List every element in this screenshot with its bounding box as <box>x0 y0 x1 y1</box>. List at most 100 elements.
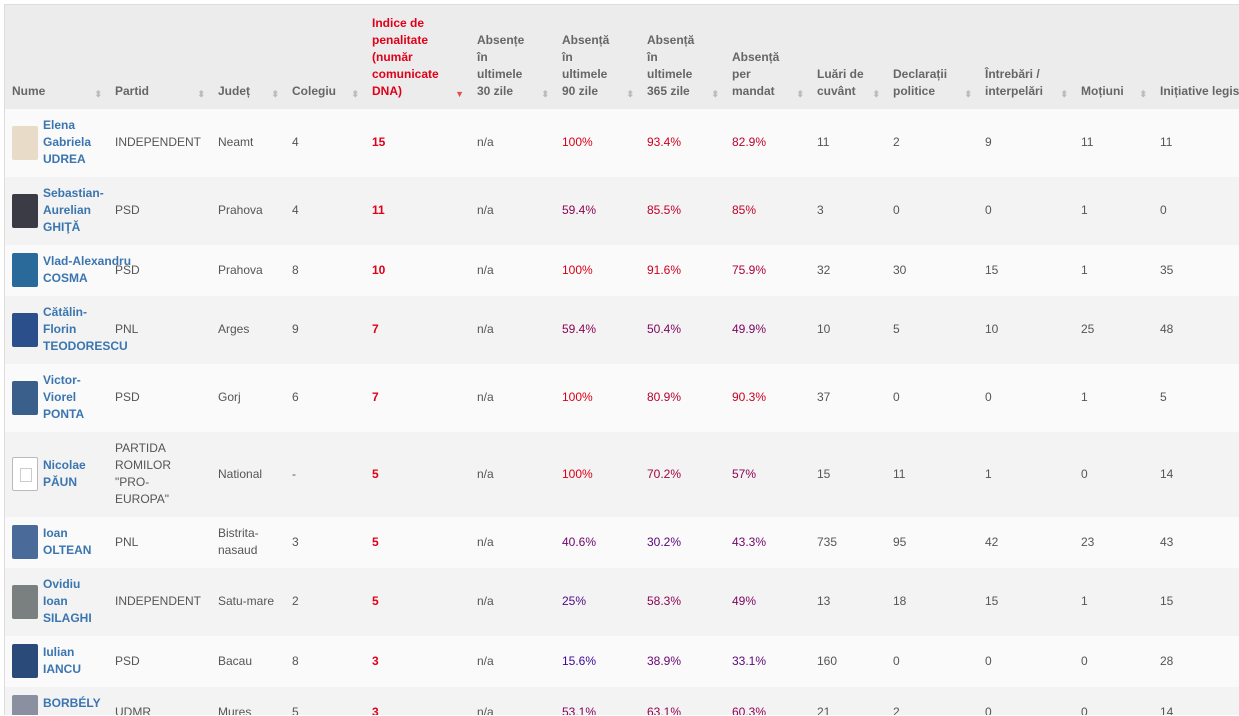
cell-speeches: 160 <box>810 636 886 687</box>
column-header-0[interactable]: Nume ⬍ <box>5 5 108 109</box>
sort-icon[interactable]: ⬍ <box>626 89 634 99</box>
column-header-12[interactable]: Moțiuni ⬍ <box>1074 5 1153 109</box>
name-part: Sebastian- <box>43 186 104 200</box>
cell-questions: 9 <box>978 109 1074 177</box>
cell-abs90: 100% <box>555 364 640 432</box>
cell-name: BORBÉLY László <box>5 687 108 715</box>
name-part: Cătălin- <box>43 305 88 319</box>
cell-abs90: 100% <box>555 245 640 296</box>
column-header-label: Luări de cuvânt <box>817 67 864 98</box>
deputy-name-link[interactable]: Ioan OLTEAN <box>43 525 91 559</box>
cell-abs365: 91.6% <box>640 245 725 296</box>
column-header-10[interactable]: Declarații politice ⬍ <box>886 5 978 109</box>
name-part: Ovidiu <box>43 577 81 591</box>
column-header-1[interactable]: Partid ⬍ <box>108 5 211 109</box>
column-header-4[interactable]: Indice de penalitate (număr comunicate D… <box>365 5 470 109</box>
cell-abs30: n/a <box>470 245 555 296</box>
cell-abs365: 80.9% <box>640 364 725 432</box>
cell-absm: 60.3% <box>725 687 810 715</box>
cell-abs30: n/a <box>470 568 555 636</box>
sort-icon[interactable]: ⬍ <box>541 89 549 99</box>
sort-icon[interactable]: ⬍ <box>1060 89 1068 99</box>
column-header-13[interactable]: Inițiative legislative⬍ <box>1153 5 1239 109</box>
column-header-3[interactable]: Colegiu ⬍ <box>285 5 365 109</box>
deputy-name-link[interactable]: Victor- Viorel PONTA <box>43 372 84 423</box>
cell-motions: 0 <box>1074 432 1153 517</box>
sort-icon[interactable]: ⬍ <box>94 89 102 99</box>
cell-county: Neamt <box>211 109 285 177</box>
column-header-11[interactable]: Întrebări / interpelări ⬍ <box>978 5 1074 109</box>
deputy-name-link[interactable]: Elena Gabriela UDREA <box>43 117 91 168</box>
name-part: SILAGHI <box>43 611 92 625</box>
cell-speeches: 3 <box>810 177 886 245</box>
cell-motions: 1 <box>1074 177 1153 245</box>
sort-icon[interactable]: ⬍ <box>197 89 205 99</box>
cell-college: 6 <box>285 364 365 432</box>
column-header-8[interactable]: Absență per mandat ⬍ <box>725 5 810 109</box>
cell-index: 5 <box>365 432 470 517</box>
cell-motions: 1 <box>1074 245 1153 296</box>
cell-abs90: 53.1% <box>555 687 640 715</box>
column-header-7[interactable]: Absență în ultimele 365 zile ⬍ <box>640 5 725 109</box>
deputy-name-link[interactable]: Iulian IANCU <box>43 644 81 678</box>
cell-county: Bistrita-nasaud <box>211 517 285 568</box>
cell-decl: 0 <box>886 177 978 245</box>
cell-abs30: n/a <box>470 109 555 177</box>
cell-speeches: 13 <box>810 568 886 636</box>
sort-icon[interactable]: ⬍ <box>1139 89 1147 99</box>
avatar <box>12 193 38 228</box>
deputy-name-link[interactable]: BORBÉLY László <box>43 695 101 715</box>
column-header-label: Absență per mandat <box>732 50 780 98</box>
sort-icon[interactable]: ⬍ <box>351 89 359 99</box>
cell-speeches: 15 <box>810 432 886 517</box>
avatar <box>12 695 38 715</box>
cell-decl: 11 <box>886 432 978 517</box>
sort-icon[interactable]: ⬍ <box>796 89 804 99</box>
cell-speeches: 37 <box>810 364 886 432</box>
deputy-name-link[interactable]: Cătălin- Florin TEODORESCU <box>43 304 128 355</box>
cell-questions: 15 <box>978 245 1074 296</box>
cell-party: PNL <box>108 517 211 568</box>
deputy-name-link[interactable]: Sebastian- Aurelian GHIŢĂ <box>43 185 104 236</box>
column-header-6[interactable]: Absență în ultimele 90 zile ⬍ <box>555 5 640 109</box>
cell-decl: 18 <box>886 568 978 636</box>
name-part: Viorel <box>43 390 77 404</box>
column-header-label: Întrebări / interpelări <box>985 67 1044 98</box>
name-part: IANCU <box>43 662 81 676</box>
cell-party: PSD <box>108 245 211 296</box>
sort-icon[interactable]: ⬍ <box>711 89 719 99</box>
column-header-2[interactable]: Județ ⬍ <box>211 5 285 109</box>
deputy-name-link[interactable]: Nicolae PĂUN <box>43 457 86 491</box>
cell-questions: 0 <box>978 364 1074 432</box>
sort-icon[interactable]: ⬍ <box>271 89 279 99</box>
cell-party: PARTIDA ROMILOR "PRO-EUROPA" <box>108 432 211 517</box>
avatar <box>12 525 38 559</box>
name-part: Victor- <box>43 373 81 387</box>
sort-icon[interactable]: ⬍ <box>964 89 972 99</box>
cell-initiatives: 5 <box>1153 364 1239 432</box>
name-part: PĂUN <box>43 475 78 489</box>
cell-abs90: 59.4% <box>555 296 640 364</box>
cell-name: Ioan OLTEAN <box>5 517 108 568</box>
cell-initiatives: 11 <box>1153 109 1239 177</box>
cell-questions: 1 <box>978 432 1074 517</box>
name-part: Iulian <box>43 645 75 659</box>
cell-abs90: 40.6% <box>555 517 640 568</box>
name-part: TEODORESCU <box>43 339 128 353</box>
cell-speeches: 11 <box>810 109 886 177</box>
column-header-9[interactable]: Luări de cuvânt ⬍ <box>810 5 886 109</box>
column-header-5[interactable]: Absențe în ultimele 30 zile ⬍ <box>470 5 555 109</box>
cell-county: Satu-mare <box>211 568 285 636</box>
deputy-name-link[interactable]: Ovidiu Ioan SILAGHI <box>43 576 92 627</box>
cell-party: INDEPENDENT <box>108 109 211 177</box>
sort-icon[interactable]: ⬍ <box>872 89 880 99</box>
cell-absm: 57% <box>725 432 810 517</box>
cell-county: Mures <box>211 687 285 715</box>
cell-party: PNL <box>108 296 211 364</box>
cell-questions: 0 <box>978 177 1074 245</box>
cell-initiatives: 0 <box>1153 177 1239 245</box>
deputy-name-link[interactable]: Vlad-Alexandru COSMA <box>43 253 131 287</box>
cell-speeches: 21 <box>810 687 886 715</box>
sort-desc-icon[interactable]: ▼ <box>455 89 464 99</box>
cell-decl: 0 <box>886 636 978 687</box>
